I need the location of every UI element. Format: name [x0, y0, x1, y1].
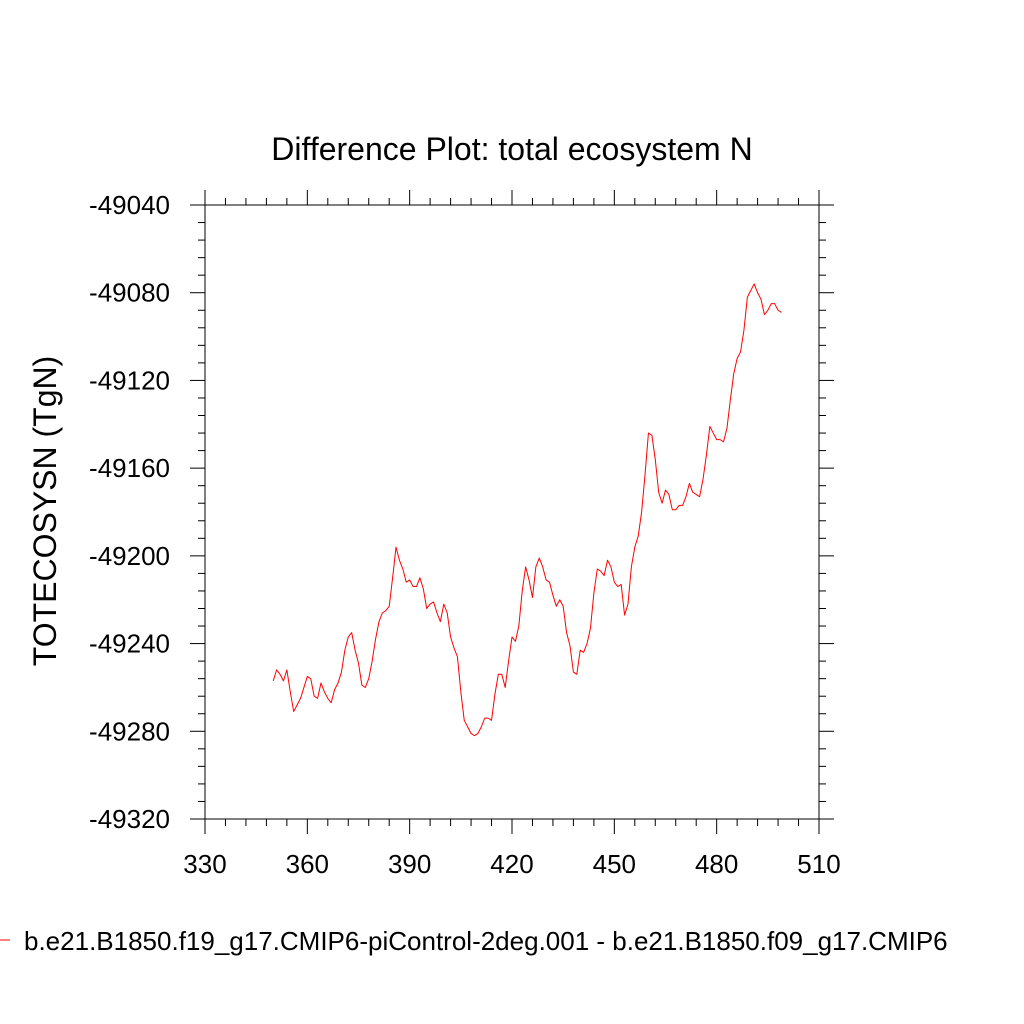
plot-frame	[204, 204, 820, 820]
y-tick-label: -49160	[89, 453, 170, 483]
series-line	[272, 283, 782, 737]
x-tick-label: 390	[388, 849, 431, 879]
x-tick-label: 450	[593, 849, 636, 879]
legend-label: b.e21.B1850.f19_g17.CMIP6-piControl-2deg…	[24, 926, 948, 956]
axis-tick-labels: 330 360 390 420 450 480 510 -49040 -49080 -49120 -…	[89, 190, 841, 879]
y-tick-label: -49040	[89, 190, 170, 220]
x-tick-label: 360	[286, 849, 329, 879]
y-tick-label: -49280	[89, 716, 170, 746]
y-tick-label: -49320	[89, 804, 170, 834]
axis-ticks	[190, 190, 834, 834]
y-tick-label: -49200	[89, 541, 170, 571]
y-axis-label: TOTECOSYSN (TgN)	[27, 356, 63, 667]
y-tick-label: -49240	[89, 629, 170, 659]
y-tick-label: -49120	[89, 365, 170, 395]
x-tick-label: 480	[695, 849, 738, 879]
y-tick-label: -49080	[89, 278, 170, 308]
x-tick-label: 420	[490, 849, 533, 879]
legend: b.e21.B1850.f19_g17.CMIP6-piControl-2deg…	[0, 926, 948, 956]
series-layer	[272, 283, 782, 737]
chart-title: Difference Plot: total ecosystem N	[271, 131, 752, 167]
x-tick-label: 510	[797, 849, 840, 879]
x-tick-label: 330	[183, 849, 226, 879]
